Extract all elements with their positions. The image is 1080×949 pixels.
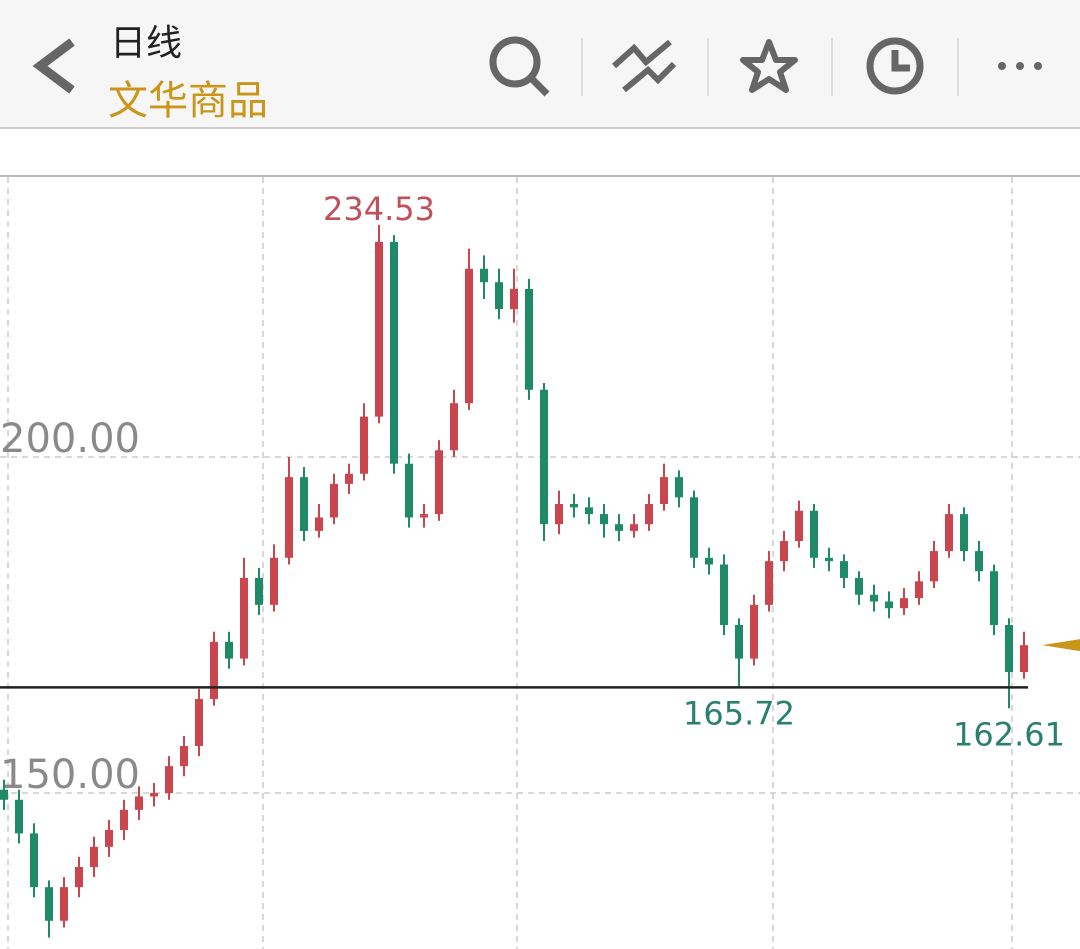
- candle-body: [420, 514, 428, 518]
- candle-body: [90, 846, 98, 867]
- candle-body: [930, 551, 938, 582]
- low-label: 162.61: [953, 715, 1065, 753]
- candle-body: [615, 524, 623, 531]
- candle-body: [345, 473, 353, 484]
- candle-body: [405, 463, 413, 518]
- top-bar: 日线 文华商品: [0, 0, 1080, 129]
- candle-body: [825, 557, 833, 562]
- candle-body: [300, 477, 308, 531]
- period-label: 日线: [110, 23, 183, 64]
- candle-body: [315, 517, 323, 531]
- candle-body: [150, 793, 158, 797]
- candle-body: [15, 799, 23, 834]
- candle-body: [330, 483, 338, 518]
- candle-body: [390, 241, 398, 464]
- candle-body: [120, 809, 128, 831]
- toolbar-icons: [32, 36, 1042, 97]
- candle-body: [105, 830, 113, 847]
- candle-body: [60, 887, 68, 921]
- candle-body: [525, 288, 533, 390]
- candle-body: [555, 504, 563, 525]
- candle-body: [810, 510, 818, 558]
- last-price-marker: [1042, 639, 1080, 652]
- candle-body: [210, 641, 218, 699]
- candle-body: [780, 540, 788, 562]
- candle-body: [360, 416, 368, 474]
- candle-body: [630, 524, 638, 531]
- candle-body: [75, 866, 83, 888]
- candle-body: [945, 514, 953, 552]
- candle-body: [435, 450, 443, 515]
- candle-body: [240, 577, 248, 659]
- candle-body: [180, 746, 188, 767]
- candle-body: [585, 507, 593, 515]
- candle-body: [720, 564, 728, 626]
- candle-body: [465, 268, 473, 404]
- candle-body: [690, 497, 698, 558]
- candle-body: [645, 504, 653, 525]
- candle-body: [975, 551, 983, 572]
- candle-body: [705, 557, 713, 565]
- candle-body: [450, 403, 458, 451]
- candle-body: [0, 789, 8, 800]
- candle-body: [540, 389, 548, 525]
- candle-body: [270, 557, 278, 605]
- candle-body: [990, 571, 998, 626]
- candle-body: [735, 625, 743, 659]
- y-tick-label: 200.00: [0, 416, 140, 462]
- candle-body: [255, 577, 263, 605]
- low-label: 165.72: [683, 694, 795, 732]
- candle-body: [900, 598, 908, 609]
- candle-body: [600, 514, 608, 525]
- favorite-button[interactable]: [740, 39, 798, 93]
- back-button[interactable]: [32, 38, 75, 94]
- high-label: 234.53: [323, 190, 435, 228]
- candle-body: [195, 698, 203, 747]
- candle-body: [570, 504, 578, 508]
- candle-body: [765, 561, 773, 605]
- candle-body: [885, 601, 893, 609]
- y-tick-label: 150.00: [0, 752, 140, 798]
- search-button[interactable]: [489, 36, 550, 97]
- candle-body: [375, 241, 383, 417]
- candle-body: [915, 581, 923, 599]
- candle-body: [1020, 645, 1028, 673]
- candle-body: [165, 766, 173, 794]
- draw-button[interactable]: [611, 39, 677, 93]
- candle-body: [480, 268, 488, 283]
- candle-body: [225, 641, 233, 659]
- candle-body: [750, 604, 758, 659]
- candle-body: [510, 288, 518, 310]
- instrument-name: 文华商品: [108, 78, 268, 124]
- candle-body: [795, 510, 803, 541]
- candle-body: [660, 477, 668, 505]
- candle-body: [840, 561, 848, 578]
- history-button[interactable]: [866, 37, 924, 95]
- candle-body: [1005, 625, 1013, 673]
- more-button[interactable]: [998, 62, 1042, 70]
- candle-body: [285, 477, 293, 558]
- candle-body: [870, 594, 878, 602]
- candle-body: [45, 887, 53, 921]
- candle-body: [135, 796, 143, 810]
- candle-body: [675, 477, 683, 498]
- candle-body: [960, 514, 968, 552]
- candle-body: [495, 282, 503, 310]
- candle-body: [855, 577, 863, 595]
- candle-body: [30, 833, 38, 888]
